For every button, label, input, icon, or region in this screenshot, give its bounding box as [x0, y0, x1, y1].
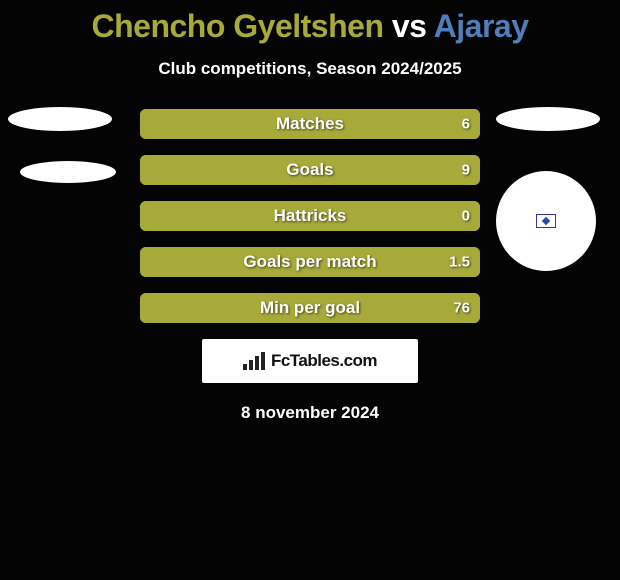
stat-value-right: 9: [462, 162, 470, 179]
date-text: 8 november 2024: [0, 403, 620, 423]
content-area: Matches 6 Goals 9 Hattricks 0 Goals per match 1…: [0, 109, 620, 423]
stat-label: Matches: [276, 114, 344, 134]
comparison-title: Chencho Gyeltshen vs Ajaray: [0, 0, 620, 45]
stats-bars: Matches 6 Goals 9 Hattricks 0 Goals per match 1…: [0, 109, 620, 323]
stat-label: Hattricks: [274, 206, 347, 226]
stat-bar-row: Hattricks 0: [140, 201, 480, 231]
subtitle-text: Club competitions, Season 2024/2025: [0, 59, 620, 79]
logo-chart-icon: [243, 352, 265, 370]
stat-bar-row: Goals per match 1.5: [140, 247, 480, 277]
player-b-name: Ajaray: [434, 8, 529, 44]
stat-value-right: 1.5: [449, 254, 470, 271]
stat-bar-row: Goals 9: [140, 155, 480, 185]
stat-value-right: 6: [462, 116, 470, 133]
stat-value-right: 0: [462, 208, 470, 225]
stat-label: Goals: [286, 160, 333, 180]
stat-label: Goals per match: [243, 252, 376, 272]
stat-bar-row: Min per goal 76: [140, 293, 480, 323]
stat-bar-row: Matches 6: [140, 109, 480, 139]
stat-label: Min per goal: [260, 298, 360, 318]
vs-text: vs: [392, 8, 427, 44]
logo-box: FcTables.com: [202, 339, 418, 383]
stat-value-right: 76: [453, 300, 470, 317]
logo-text: FcTables.com: [271, 351, 377, 371]
player-a-name: Chencho Gyeltshen: [91, 8, 383, 44]
